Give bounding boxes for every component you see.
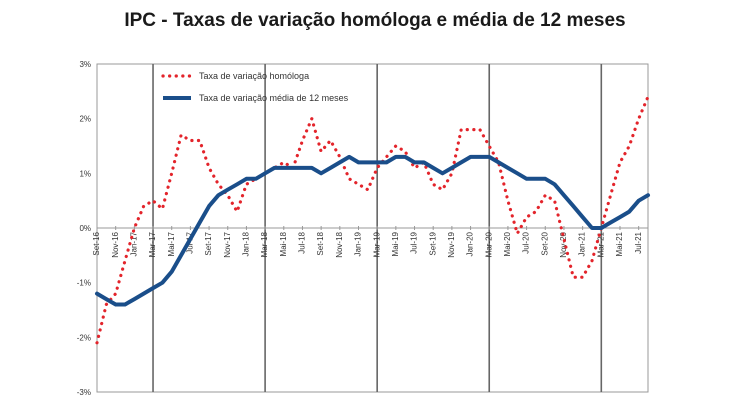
x-tick-label: Mar-19: [372, 231, 381, 257]
x-tick-label: Jul-20: [522, 231, 531, 253]
series-line-1: [95, 95, 650, 345]
x-tick-label: Nov-17: [223, 231, 232, 257]
x-tick-label: Jan-21: [578, 231, 587, 256]
chart-title: IPC - Taxas de variação homóloga e média…: [124, 10, 626, 31]
x-tick-label: Mai-20: [503, 231, 512, 256]
x-tick-label: Mai-17: [167, 231, 176, 256]
y-tick-label: -3%: [77, 388, 91, 397]
legend: Taxa de variação homóloga Taxa de variaçã…: [161, 71, 349, 103]
legend-label-1: Taxa de variação homóloga: [199, 71, 309, 81]
series-layer: [95, 95, 650, 345]
x-tick-label: Jul-19: [410, 231, 419, 253]
x-tick-label: Nov-19: [447, 231, 456, 257]
x-tick-label: Jul-21: [634, 231, 643, 253]
x-tick-label: Nov-20: [559, 231, 568, 257]
legend-label-2: Taxa de variação média de 12 meses: [199, 93, 349, 103]
x-tick-label: Set-18: [316, 231, 325, 255]
x-tick-label: Set-17: [204, 231, 213, 255]
x-tick-label: Nov-18: [335, 231, 344, 257]
x-tick-label: Mai-18: [279, 231, 288, 256]
x-tick-label: Mar-17: [148, 231, 157, 257]
x-tick-label: Nov-16: [111, 231, 120, 257]
y-tick-label: 1%: [79, 169, 91, 178]
x-tick-label: Jan-17: [129, 231, 138, 256]
x-tick-label: Mai-19: [391, 231, 400, 256]
x-tick-label: Jul-18: [298, 231, 307, 253]
x-tick-label: Set-16: [92, 231, 101, 255]
x-tick-label: Jan-18: [242, 231, 251, 256]
x-tick-label: Mar-18: [260, 231, 269, 257]
y-tick-label: -1%: [77, 279, 91, 288]
x-tick-label: Set-20: [540, 231, 549, 255]
x-tick-label: Jan-20: [466, 231, 475, 256]
x-tick-label: Mai-21: [615, 231, 624, 256]
x-tick-label: Mar-20: [484, 231, 493, 257]
y-tick-label: -2%: [77, 333, 91, 342]
x-tick-label: Set-19: [428, 231, 437, 255]
x-tick-label: Mar-21: [596, 231, 605, 257]
y-tick-label: 3%: [79, 60, 91, 69]
y-tick-label: 0%: [79, 224, 91, 233]
x-tick-label: Jan-19: [354, 231, 363, 256]
y-tick-label: 2%: [79, 115, 91, 124]
series-line-2: [95, 154, 650, 307]
